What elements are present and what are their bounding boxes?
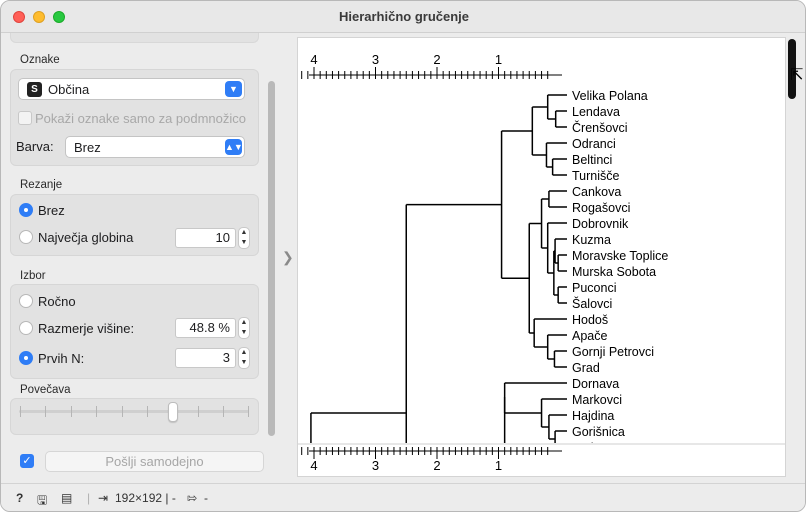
pruning-section-title: Rezanje [20,179,63,191]
bottom-axis-tick-label: 3 [372,458,379,473]
leaf-label: Gorišnica [572,425,625,439]
leaf-label: Dornava [572,377,619,391]
string-variable-icon: S [27,82,42,97]
max-depth-stepper[interactable]: ▲ ▼ [238,227,250,249]
pruning-none-label: Brez [38,203,65,218]
pruning-max-depth-label: Največja globina [38,230,134,245]
max-depth-spinbox[interactable]: 10 [175,228,236,248]
mouse-cursor-icon: ⇱ [790,67,804,84]
selection-manual-label: Ročno [38,294,76,309]
send-automatically-button[interactable]: Pošlji samodejno [45,451,264,472]
zoom-slider-tick [20,406,21,417]
leaf-label: Moravske Toplice [572,249,668,263]
top-axis-tick-label: 3 [372,52,379,67]
leaf-label: Gornji Petrovci [572,345,654,359]
zoom-slider-tick [71,406,72,417]
bottom-axis-tick-label: 1 [495,458,502,473]
bottom-axis-tick-label: 4 [310,458,317,473]
leaf-label: Odranci [572,137,616,151]
maximize-window-button[interactable] [53,11,65,23]
zoom-slider-tick [96,406,97,417]
pruning-none-radio[interactable] [19,203,33,217]
leaf-label: Lendava [572,105,620,119]
leaf-label: Apače [572,329,607,343]
zoom-slider-tick [248,406,249,417]
status-bar: ? 🖫 ▤ | ⇥ 192×192 | - ⇰ - [1,483,805,511]
save-icon[interactable]: 🖫 [37,493,48,507]
subset-labels-checkbox[interactable] [18,111,32,125]
bottom-axis-tick-label: 2 [433,458,440,473]
leaf-label: Kuzma [572,233,611,247]
label-variable-value: Občina [48,82,90,97]
leaf-label: Šalovci [572,296,612,311]
window-title: Hierarhično gručenje [338,9,470,24]
labels-section-title: Oznake [20,54,60,66]
zoom-slider-tick [45,406,46,417]
leaf-label: Rogašovci [572,201,630,215]
collapse-panel-icon[interactable]: ❯ [282,249,294,265]
report-icon[interactable]: ▤ [61,491,73,505]
dendrogram-scrollbar[interactable] [788,39,796,99]
leaf-label: Turnišče [572,169,620,183]
zoom-slider-track[interactable] [19,410,249,413]
selection-height-ratio-radio[interactable] [19,321,33,335]
status-divider: | [87,491,91,505]
close-window-button[interactable] [13,11,25,23]
input-icon: ⇥ [98,491,109,505]
color-combo[interactable]: Brez ▲▼ [65,136,245,158]
selection-top-n-label: Prvih N: [38,351,85,366]
subset-labels-label: Pokaži oznake samo za podmnožico [35,111,247,126]
zoom-slider-tick [223,406,224,417]
leaf-label: Cankova [572,185,621,199]
leaf-label: Markovci [572,393,622,407]
input-data-size: 192×192 | - [115,491,176,505]
chevron-down-icon: ▼ [225,81,242,97]
height-ratio-spinbox[interactable]: 48.8 % [175,318,236,338]
zoom-slider-tick [198,406,199,417]
leaf-label: Velika Polana [572,89,648,103]
color-combo-value: Brez [74,140,101,155]
color-label: Barva: [16,139,54,154]
top-n-stepper[interactable]: ▲ ▼ [238,347,250,369]
leaf-label: Grad [572,361,600,375]
output-data-size: - [204,491,208,505]
zoom-slider-handle[interactable] [168,402,178,422]
top-axis-tick-label: 2 [433,52,440,67]
top-axis-tick-label: 4 [310,52,317,67]
leaf-label: Hajdina [572,409,614,423]
zoom-group [10,398,259,435]
height-ratio-stepper[interactable]: ▲ ▼ [238,317,250,339]
output-icon: ⇰ [187,491,198,505]
top-axis-tick-label: 1 [495,52,502,67]
chevron-updown-icon: ▲▼ [225,139,243,155]
control-panel-scrollbar[interactable] [268,81,275,436]
help-icon[interactable]: ? [16,491,24,505]
send-automatically-checkbox[interactable]: ✓ [20,454,34,468]
leaf-label: Puconci [572,281,616,295]
leaf-label: Hodoš [572,313,608,327]
selection-height-ratio-label: Razmerje višine: [38,321,135,336]
pruning-max-depth-radio[interactable] [19,230,33,244]
label-variable-combo[interactable]: S Občina ▼ [18,78,245,100]
zoom-slider-tick [147,406,148,417]
leaf-label: Črenšovci [572,120,628,135]
title-bar: Hierarhično gručenje [1,1,805,33]
zoom-section-title: Povečava [20,384,71,396]
selection-manual-radio[interactable] [19,294,33,308]
leaf-label: Beltinci [572,153,612,167]
selection-section-title: Izbor [20,270,46,282]
leaf-label: Murska Sobota [572,265,656,279]
top-n-spinbox[interactable]: 3 [175,348,236,368]
previous-group-edge [10,33,259,43]
selection-top-n-radio[interactable] [19,351,33,365]
minimize-window-button[interactable] [33,11,45,23]
leaf-label: Dobrovnik [572,217,629,231]
zoom-slider-tick [122,406,123,417]
